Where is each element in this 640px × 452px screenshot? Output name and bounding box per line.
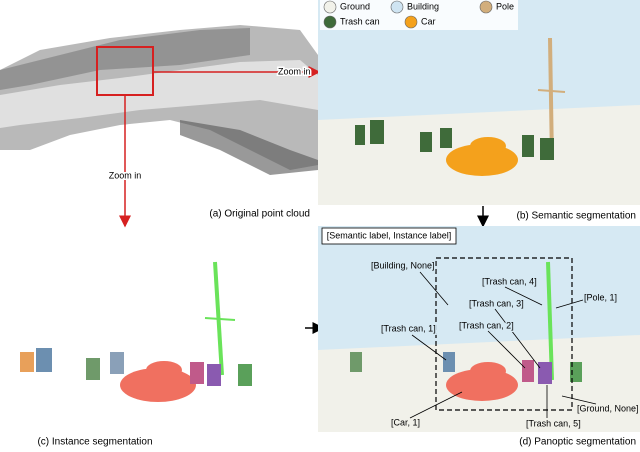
legend: Ground Building Pole Trash can Car — [320, 0, 518, 30]
legend-swatch — [479, 0, 493, 14]
legend-swatch — [323, 0, 337, 14]
caption: (c) Instance segmentation — [37, 437, 152, 448]
annotation: [Building, None] — [371, 260, 435, 270]
zoom-label: Zoom in — [278, 66, 311, 76]
legend-label: Trash can — [340, 16, 380, 26]
semantic-view — [318, 0, 640, 205]
annotation: [Trash can, 4] — [482, 276, 537, 286]
point-cloud-original — [0, 25, 318, 175]
annotation: [Pole, 1] — [584, 292, 617, 302]
zoom-label: Zoom in — [109, 170, 142, 180]
annotation: [Ground, None] — [577, 403, 639, 413]
panoptic-view — [318, 226, 640, 432]
instance-view — [20, 261, 252, 402]
annotation: [Trash can, 1] — [381, 323, 436, 333]
legend-label: Building — [407, 1, 439, 11]
focus-box — [435, 257, 573, 411]
legend-label: Car — [421, 16, 436, 26]
legend-swatch — [404, 15, 418, 29]
legend-label: Pole — [496, 1, 514, 11]
legend-label: Ground — [340, 1, 370, 11]
caption: (b) Semantic segmentation — [516, 211, 636, 222]
annotation: [Car, 1] — [391, 417, 420, 427]
legend-swatch — [323, 15, 337, 29]
annotation: [Trash can, 3] — [469, 298, 524, 308]
legend-swatch — [390, 0, 404, 14]
key-label: [Semantic label, Instance label] — [327, 230, 452, 240]
key-box — [321, 227, 457, 245]
caption: (a) Original point cloud — [209, 209, 310, 220]
annotation: [Trash can, 2] — [459, 320, 514, 330]
annotation: [Trash can, 5] — [526, 418, 581, 428]
caption: (d) Panoptic segmentation — [519, 437, 636, 448]
annotation-lines — [409, 271, 597, 419]
